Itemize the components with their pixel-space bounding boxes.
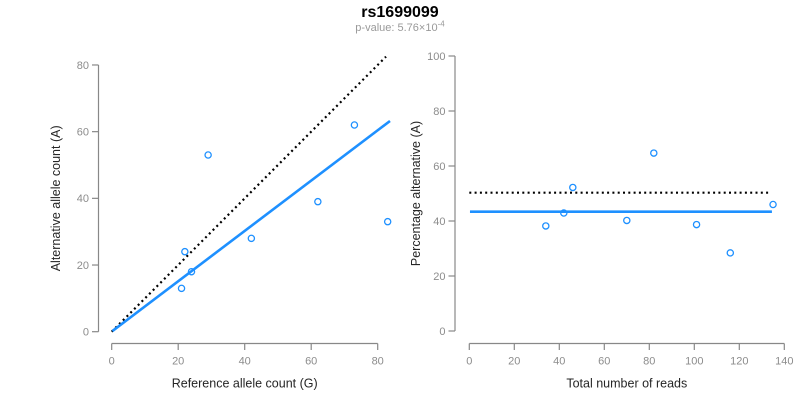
data-point	[204, 151, 212, 159]
x-axis-title: Total number of reads	[566, 377, 687, 391]
identity-line	[110, 55, 387, 333]
data-point	[383, 217, 392, 226]
data-point	[569, 183, 577, 192]
data-point	[650, 149, 658, 157]
y-tick-label: 80	[433, 106, 445, 118]
data-point	[314, 197, 322, 206]
y-tick-label: 80	[77, 60, 89, 72]
y-tick-label: 0	[439, 326, 445, 338]
data-point	[769, 200, 777, 209]
data-point	[177, 284, 186, 293]
fit-line	[111, 119, 391, 333]
x-tick-label: 120	[730, 356, 748, 368]
y-tick-label: 60	[433, 161, 445, 173]
y-tick-label: 100	[427, 51, 445, 63]
y-tick-label: 20	[433, 271, 445, 283]
data-point	[692, 220, 701, 229]
x-tick-label: 80	[372, 356, 384, 368]
x-tick-label: 40	[553, 356, 565, 368]
x-tick-label: 140	[775, 356, 793, 368]
data-point	[623, 216, 631, 225]
x-tick-label: 60	[305, 356, 317, 368]
data-point	[247, 234, 256, 243]
x-tick-label: 60	[598, 356, 610, 368]
data-point	[181, 247, 189, 256]
x-axis-title: Reference allele count (G)	[172, 377, 318, 391]
y-tick-label: 20	[77, 260, 89, 272]
x-tick-label: 20	[508, 356, 520, 368]
x-tick-label: 0	[109, 356, 115, 368]
y-axis-title: Alternative allele count (A)	[49, 125, 63, 271]
x-tick-label: 80	[643, 356, 655, 368]
x-tick-label: 20	[172, 356, 184, 368]
data-point	[560, 209, 568, 217]
x-tick-label: 0	[466, 356, 472, 368]
y-axis-title: Percentage alternative (A)	[409, 121, 423, 266]
data-point	[187, 267, 196, 276]
y-tick-label: 0	[83, 327, 89, 339]
data-point	[542, 222, 550, 230]
x-tick-label: 40	[239, 356, 251, 368]
x-tick-label: 100	[685, 356, 703, 368]
data-point	[726, 249, 735, 257]
data-point	[350, 121, 359, 129]
y-tick-label: 40	[433, 216, 445, 228]
y-tick-label: 60	[77, 126, 89, 138]
y-tick-label: 40	[77, 193, 89, 205]
